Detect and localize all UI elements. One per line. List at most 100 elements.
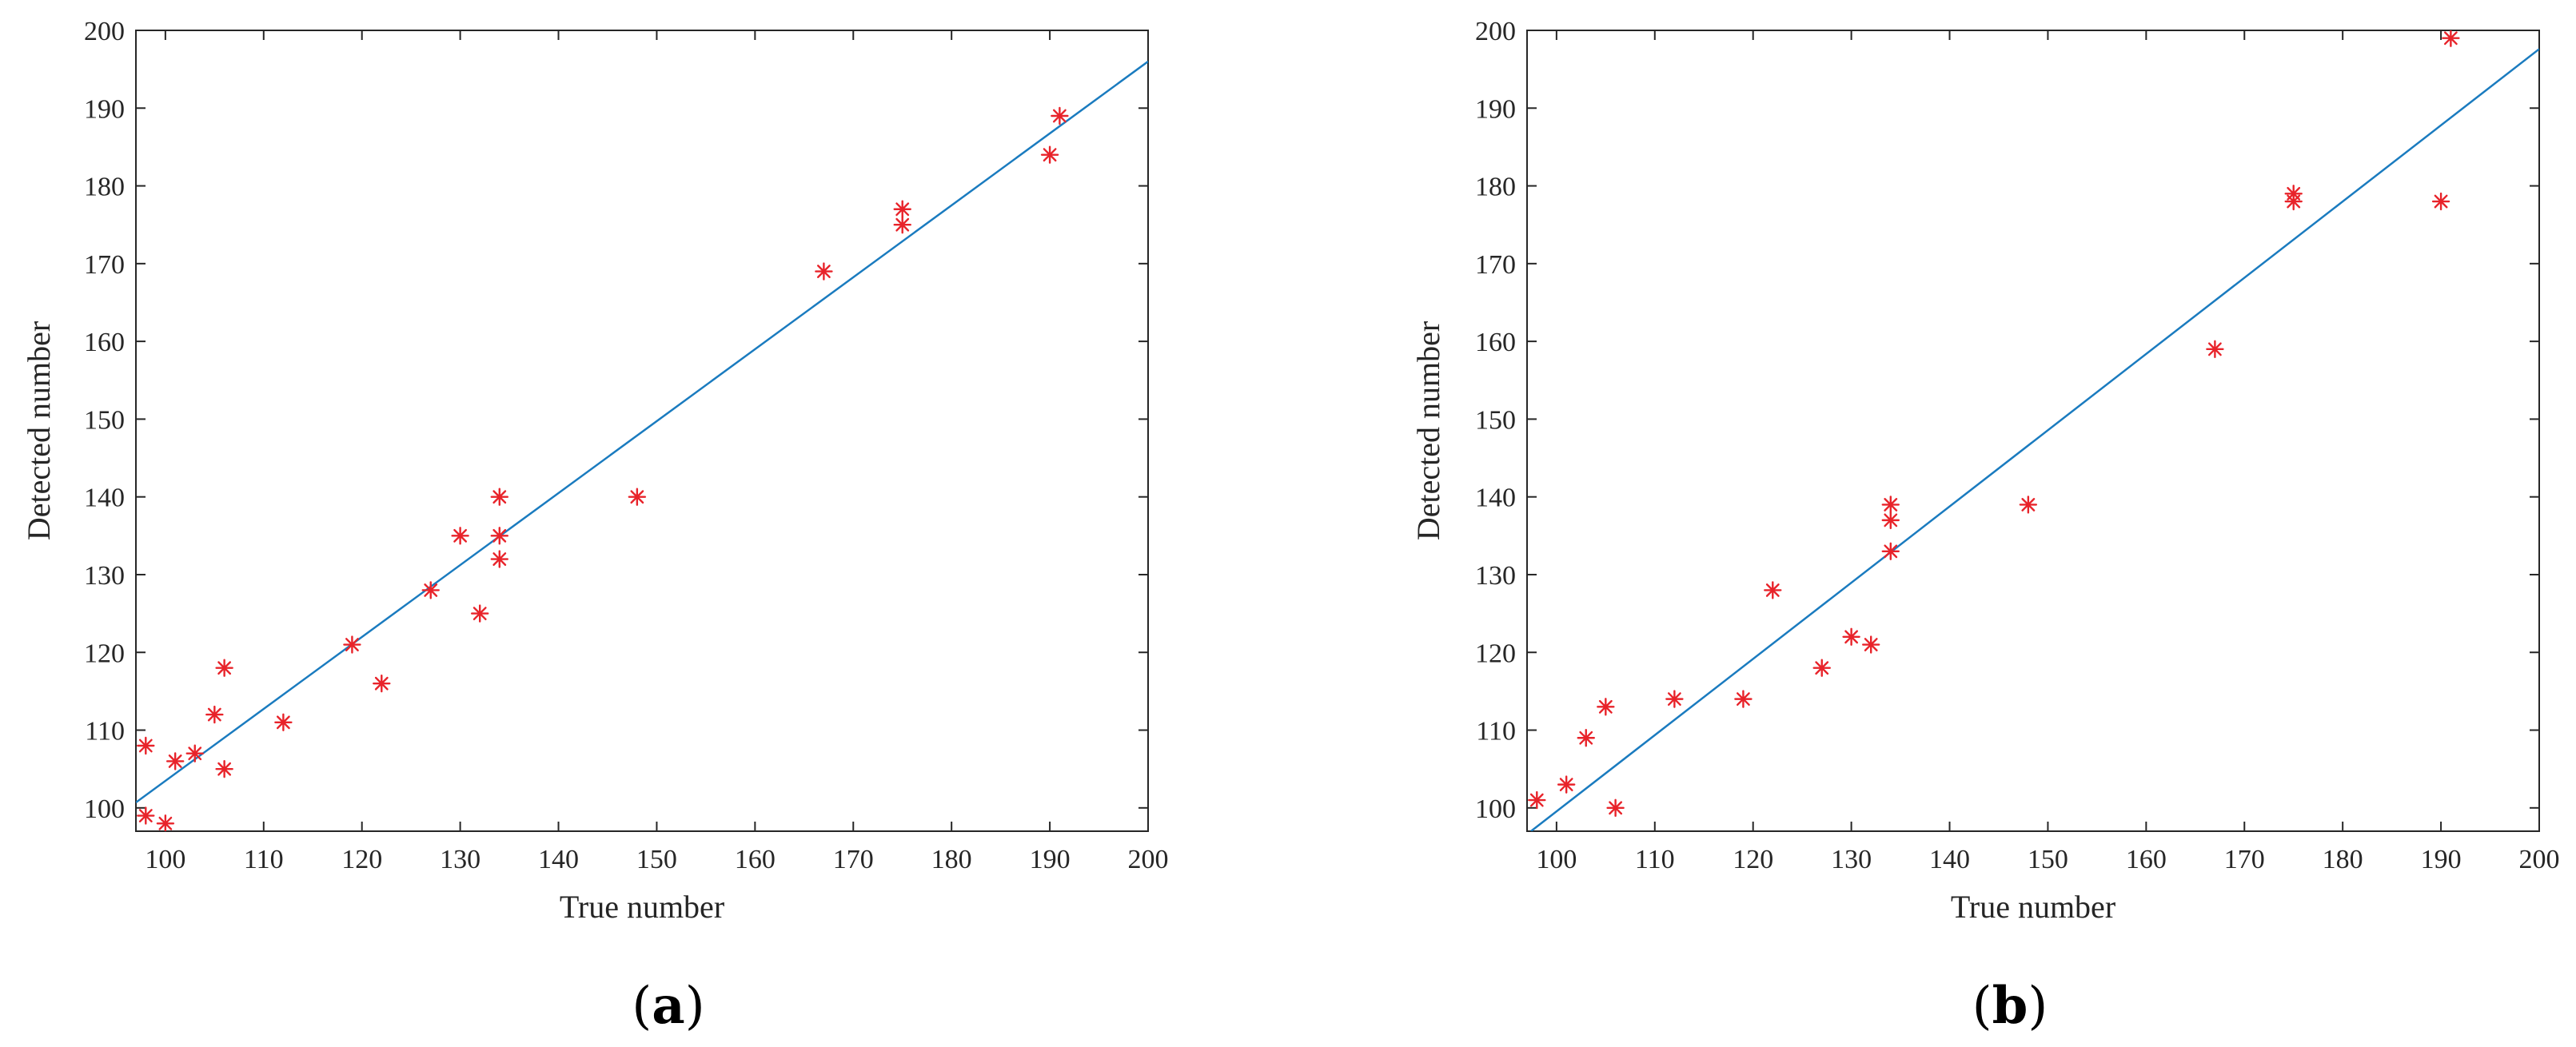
data-point [1577, 729, 1595, 747]
y-tick-label: 170 [84, 250, 125, 280]
y-tick-label: 150 [84, 405, 125, 435]
data-point [2442, 30, 2460, 47]
y-tick-label: 130 [84, 561, 125, 591]
x-tick-label: 100 [1536, 845, 1577, 874]
data-point [373, 674, 391, 693]
data-point [1040, 145, 1059, 164]
x-tick-label: 120 [1733, 845, 1773, 874]
y-tick-label: 200 [1475, 17, 1516, 46]
y-tick-label: 200 [84, 17, 125, 46]
x-tick-label: 150 [636, 845, 677, 874]
data-point [215, 659, 233, 677]
plot-area-b [1526, 30, 2540, 832]
chart-panel-a: 100 110 120 130 140 150 160 170 180 190 200 100 110 1… [21, 17, 1169, 1036]
data-point [137, 736, 155, 755]
x-tick-label: 100 [145, 845, 185, 874]
y-tick-label: 140 [84, 484, 125, 513]
data-point [1734, 690, 1753, 708]
y-tick-label: 160 [84, 328, 125, 357]
x-tick-label: 110 [1635, 845, 1675, 874]
data-point [893, 216, 911, 234]
x-tick-label: 180 [2323, 845, 2363, 874]
fit-line [1530, 48, 2539, 831]
data-layer-b [1528, 30, 2539, 831]
x-tick-label: 160 [2126, 845, 2167, 874]
y-tick-label: 180 [84, 173, 125, 202]
y-tick-label: 180 [1475, 173, 1516, 202]
data-point [490, 527, 508, 545]
data-point [343, 635, 361, 654]
data-point [1881, 496, 1900, 514]
x-tick-label: 140 [1929, 845, 1970, 874]
y-tick-label: 130 [1475, 561, 1516, 591]
x-tick-label: 170 [833, 845, 874, 874]
x-axis-label: True number [1951, 889, 2115, 925]
data-point [2284, 192, 2303, 211]
panel-label-a: (a) [632, 976, 704, 1036]
data-point [274, 713, 293, 732]
data-layer-a [136, 60, 1148, 831]
x-tick-label: 190 [2421, 845, 2462, 874]
data-point [1842, 627, 1860, 646]
y-tick-label: 160 [1475, 328, 1516, 357]
data-point [451, 527, 469, 545]
y-tick-label: 120 [1475, 639, 1516, 668]
y-axis-label: Detected number [21, 321, 57, 540]
y-tick-label: 150 [1475, 405, 1516, 435]
data-point [470, 604, 489, 623]
x-tick-label: 200 [2519, 845, 2560, 874]
data-point [1597, 698, 1615, 716]
y-tick-label: 110 [1476, 717, 1516, 746]
data-point [215, 759, 233, 778]
x-tick-label: 130 [1831, 845, 1872, 874]
x-tick-label: 140 [538, 845, 579, 874]
data-point [893, 200, 911, 218]
y-tick-label: 100 [84, 794, 125, 824]
data-point [490, 550, 508, 568]
data-point [1606, 798, 1625, 818]
data-point [1881, 542, 1900, 560]
panel-label-b: (b) [1972, 976, 2048, 1036]
data-point [156, 814, 175, 831]
data-point [2019, 496, 2038, 514]
data-point [1051, 106, 1069, 125]
data-point [185, 744, 204, 762]
x-tick-label: 120 [341, 845, 382, 874]
plot-area-a [135, 30, 1149, 832]
x-tick-label: 190 [1030, 845, 1071, 874]
y-axis-label: Detected number [1410, 321, 1446, 540]
x-tick-label: 130 [440, 845, 481, 874]
data-point [1557, 775, 1576, 794]
y-tick-label: 190 [1475, 94, 1516, 124]
data-point [1881, 511, 1900, 530]
data-point [1861, 635, 1880, 654]
y-tick-label: 110 [85, 717, 125, 746]
y-tick-label: 100 [1475, 794, 1516, 824]
data-point [1764, 581, 1782, 599]
data-point [2206, 340, 2224, 359]
x-tick-label: 160 [735, 845, 776, 874]
data-point [1665, 690, 1684, 708]
data-point [490, 488, 508, 506]
data-point [815, 262, 833, 281]
x-tick-label: 180 [931, 845, 972, 874]
y-tick-label: 120 [84, 639, 125, 668]
data-point [165, 752, 185, 770]
x-tick-label: 110 [244, 845, 284, 874]
y-tick-label: 140 [1475, 484, 1516, 513]
data-point [137, 806, 155, 825]
x-axis-label: True number [560, 889, 724, 925]
data-point [1528, 790, 1546, 810]
x-tick-label: 150 [2028, 845, 2068, 874]
data-point [205, 705, 224, 724]
chart-panel-b: 100 110 120 130 140 150 160 170 180 190 200 100 110 1… [1410, 17, 2560, 1036]
x-tick-label: 200 [1128, 845, 1169, 874]
y-tick-label: 190 [84, 94, 125, 124]
fit-line [136, 60, 1148, 804]
data-point [421, 581, 440, 599]
y-tick-label: 170 [1475, 250, 1516, 280]
x-tick-label: 170 [2224, 845, 2265, 874]
data-point [2431, 192, 2450, 211]
data-point [1812, 659, 1831, 677]
